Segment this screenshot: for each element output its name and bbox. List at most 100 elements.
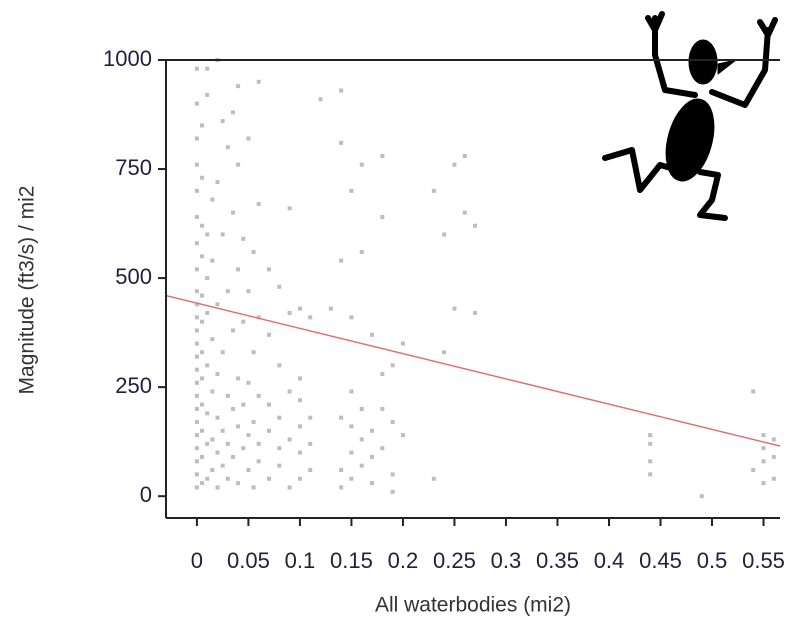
data-point bbox=[200, 319, 205, 324]
data-point bbox=[648, 459, 653, 464]
y-tick-label: 0 bbox=[140, 482, 152, 507]
data-point bbox=[761, 459, 766, 464]
data-point bbox=[256, 79, 261, 84]
x-tick-label: 0.1 bbox=[285, 548, 316, 573]
data-point bbox=[200, 481, 205, 486]
data-point bbox=[297, 376, 302, 381]
data-point bbox=[194, 188, 199, 193]
x-tick-label: 0.05 bbox=[227, 548, 270, 573]
data-point bbox=[339, 485, 344, 490]
data-point bbox=[230, 454, 235, 459]
x-tick-label: 0.55 bbox=[742, 548, 785, 573]
data-point bbox=[200, 223, 205, 228]
data-point bbox=[648, 472, 653, 477]
data-point bbox=[205, 66, 210, 71]
data-point bbox=[230, 210, 235, 215]
data-point bbox=[297, 450, 302, 455]
frog-mouth bbox=[717, 59, 737, 75]
x-tick-label: 0.25 bbox=[433, 548, 476, 573]
data-point bbox=[215, 415, 220, 420]
x-tick-label: 0.3 bbox=[491, 548, 522, 573]
data-point bbox=[210, 337, 215, 342]
data-point bbox=[205, 232, 210, 237]
trend-line bbox=[165, 294, 781, 447]
data-point bbox=[339, 140, 344, 145]
data-point bbox=[251, 420, 256, 425]
data-point bbox=[251, 249, 256, 254]
data-point bbox=[194, 136, 199, 141]
data-point bbox=[761, 446, 766, 451]
x-tick-label: 0.15 bbox=[330, 548, 373, 573]
data-point bbox=[210, 468, 215, 473]
data-point bbox=[390, 363, 395, 368]
data-point bbox=[194, 380, 199, 385]
data-point bbox=[380, 153, 385, 158]
data-point bbox=[194, 162, 199, 167]
data-point bbox=[308, 468, 313, 473]
data-point bbox=[246, 380, 251, 385]
y-tick-label: 1000 bbox=[103, 46, 152, 71]
data-point bbox=[246, 468, 251, 473]
data-point bbox=[380, 446, 385, 451]
data-point bbox=[194, 101, 199, 106]
data-point bbox=[194, 66, 199, 71]
data-point bbox=[215, 450, 220, 455]
data-point bbox=[297, 398, 302, 403]
data-point bbox=[236, 84, 241, 89]
data-point bbox=[359, 249, 364, 254]
data-point bbox=[699, 494, 704, 499]
data-point bbox=[308, 315, 313, 320]
data-point bbox=[256, 459, 261, 464]
data-point bbox=[256, 315, 261, 320]
data-point bbox=[277, 463, 282, 468]
data-point bbox=[359, 463, 364, 468]
data-point bbox=[194, 289, 199, 294]
x-tick-label: 0.4 bbox=[594, 548, 625, 573]
data-point bbox=[751, 468, 756, 473]
y-axis-label: Magnitude (ft3/s) / mi2 bbox=[16, 186, 39, 395]
data-point bbox=[251, 485, 256, 490]
data-point bbox=[225, 441, 230, 446]
data-point bbox=[200, 293, 205, 298]
data-point bbox=[256, 393, 261, 398]
data-point bbox=[277, 284, 282, 289]
data-point bbox=[370, 428, 375, 433]
data-point bbox=[205, 363, 210, 368]
data-point bbox=[210, 389, 215, 394]
data-point bbox=[452, 306, 457, 311]
data-point bbox=[297, 424, 302, 429]
data-point bbox=[390, 489, 395, 494]
data-point bbox=[205, 441, 210, 446]
x-tick-label: 0.45 bbox=[639, 548, 682, 573]
data-point bbox=[328, 306, 333, 311]
data-point bbox=[370, 454, 375, 459]
data-point bbox=[761, 433, 766, 438]
data-point bbox=[225, 393, 230, 398]
data-point bbox=[277, 446, 282, 451]
data-point bbox=[751, 389, 756, 394]
data-point bbox=[200, 428, 205, 433]
data-point bbox=[462, 153, 467, 158]
y-tick-label: 250 bbox=[115, 373, 152, 398]
data-point bbox=[215, 180, 220, 185]
data-point bbox=[400, 341, 405, 346]
data-point bbox=[220, 232, 225, 237]
data-point bbox=[194, 302, 199, 307]
data-point bbox=[267, 332, 272, 337]
data-point bbox=[339, 415, 344, 420]
data-point bbox=[200, 402, 205, 407]
data-point bbox=[267, 476, 272, 481]
data-point bbox=[230, 110, 235, 115]
data-point bbox=[220, 119, 225, 124]
data-point bbox=[241, 236, 246, 241]
data-point bbox=[297, 476, 302, 481]
data-point bbox=[431, 476, 436, 481]
frog-limbs bbox=[602, 11, 778, 221]
data-point bbox=[267, 402, 272, 407]
data-point bbox=[287, 310, 292, 315]
data-point bbox=[339, 468, 344, 473]
data-point bbox=[210, 258, 215, 263]
data-point bbox=[452, 162, 457, 167]
frog-body bbox=[665, 98, 715, 182]
